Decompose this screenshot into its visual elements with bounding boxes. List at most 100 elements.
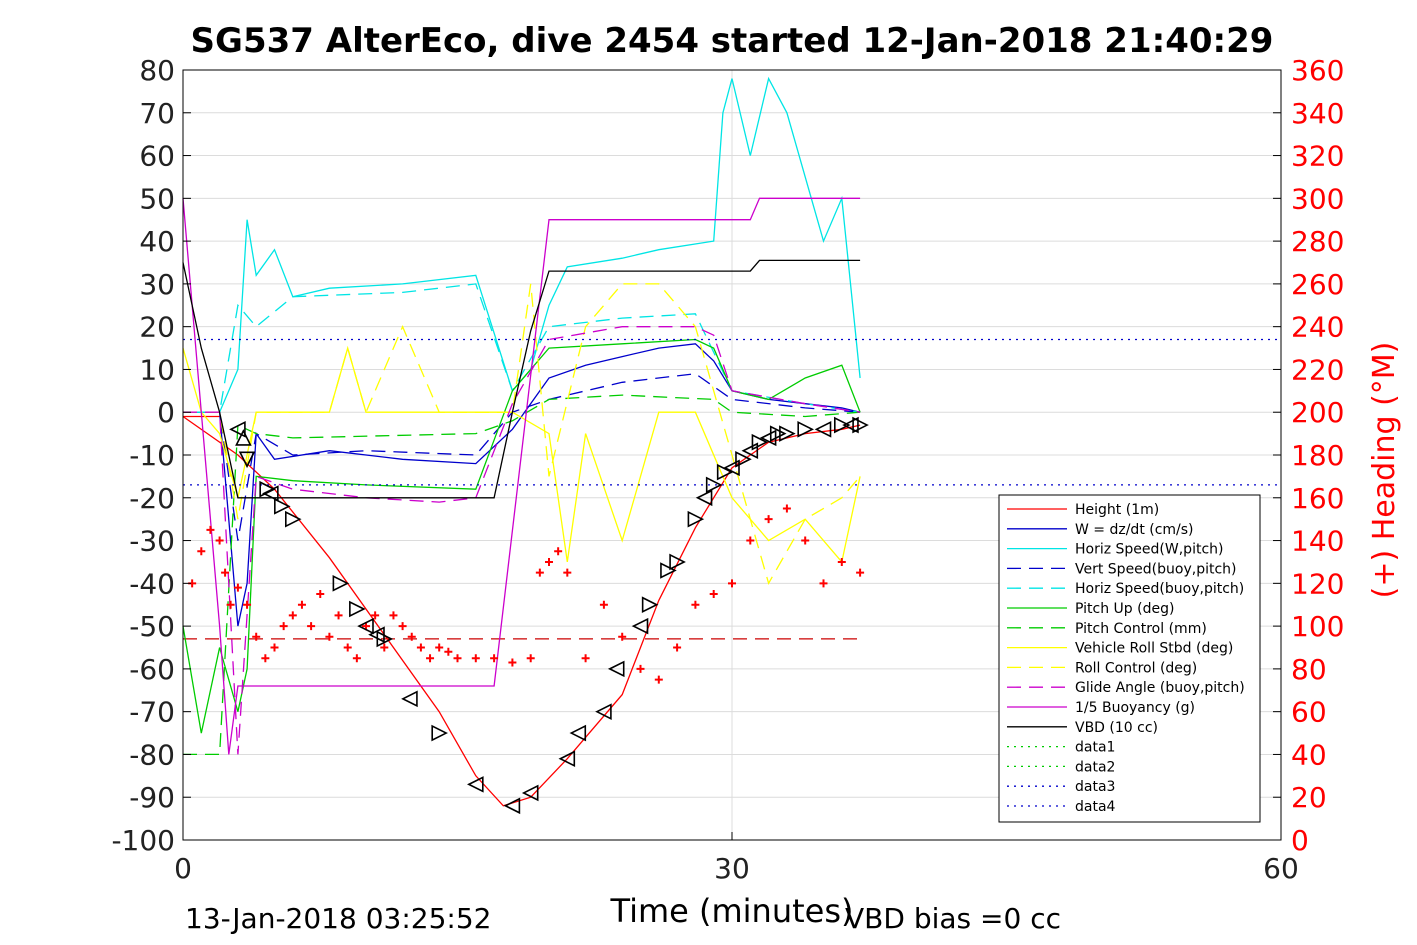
glider-marker [431, 724, 448, 742]
glider-marker [751, 433, 769, 451]
heading-point [297, 600, 306, 609]
y-tick-label: -100 [111, 824, 175, 857]
glider-marker [376, 630, 394, 648]
y2-tick-label: 160 [1291, 482, 1344, 515]
heading-point [215, 536, 224, 545]
glider-marker [503, 797, 521, 815]
glider-marker [797, 421, 814, 438]
heading-point [206, 525, 215, 534]
glider-marker [660, 562, 677, 579]
glider-marker [569, 724, 587, 742]
y2-tick-label: 260 [1291, 268, 1344, 301]
heading-point [819, 579, 828, 588]
heading-point [636, 664, 645, 673]
heading-point [243, 600, 252, 609]
legend-item: data1 [1075, 740, 1115, 756]
y2-tick-label: 20 [1291, 781, 1327, 814]
glider-marker [852, 416, 869, 434]
heading-point [508, 658, 517, 667]
y2-tick-label: 320 [1291, 140, 1344, 173]
y-tick-label: 20 [139, 311, 175, 344]
legend-item: Vert Speed(buoy,pitch) [1075, 561, 1237, 577]
glider-marker [741, 442, 759, 460]
glider-marker [735, 450, 752, 468]
glider-marker [558, 750, 576, 768]
glider-marker [274, 498, 291, 515]
y-tick-label: -30 [129, 525, 175, 558]
x-tick-label: 0 [174, 852, 192, 885]
heading-point [535, 568, 544, 577]
legend-item: 1/5 Buoyancy (g) [1075, 700, 1195, 716]
heading-point [371, 611, 380, 620]
y2-axis-label: (+) Heading (°M) [1367, 342, 1402, 599]
glider-marker [357, 617, 374, 635]
legend-item: data4 [1075, 799, 1116, 815]
glider-marker [705, 476, 723, 494]
legend: Height (1m) W = dz/dt (cm/s) Horiz Speed(W… [998, 494, 1261, 823]
legend-item: Pitch Control (mm) [1075, 621, 1207, 637]
y-tick-label: 80 [139, 54, 175, 87]
glider-marker [834, 416, 851, 434]
glider-marker [695, 489, 713, 507]
y-tick-label: 60 [139, 140, 175, 173]
heading-point [545, 557, 553, 566]
heading-point [270, 643, 279, 652]
y2-tick-label: 360 [1291, 54, 1344, 87]
glider-marker [779, 425, 796, 442]
chart-title: SG537 AlterEco, dive 2454 started 12-Jan… [191, 21, 1274, 61]
legend-item: Vehicle Roll Stbd (deg) [1075, 641, 1233, 657]
y2-tick-label: 60 [1291, 696, 1327, 729]
y2-tick-label: 280 [1291, 225, 1344, 258]
heading-point [746, 536, 755, 545]
glider-marker [595, 703, 612, 720]
y-tick-label: -40 [129, 567, 175, 600]
glider-marker [607, 660, 625, 678]
glider-marker [238, 451, 256, 469]
y-tick-label: 50 [139, 182, 175, 215]
heading-point [226, 600, 235, 609]
heading-point [261, 654, 270, 663]
y-tick-label: 30 [139, 268, 175, 301]
legend-item: Roll Control (deg) [1075, 660, 1197, 676]
x-axis-label: Time (minutes) [610, 892, 854, 930]
glider-marker [401, 690, 418, 708]
heading-point [279, 622, 288, 631]
y2-tick-label: 200 [1291, 396, 1344, 429]
y2-tick-label: 300 [1291, 182, 1344, 215]
y-tick-label: -90 [129, 781, 175, 814]
right-ticks: 0 20 40 60 80 100 120 140 160 180 200 220 240 260 280 3… [1273, 54, 1344, 857]
heading-point [307, 622, 316, 631]
heading-point [453, 654, 462, 663]
heading-point [618, 632, 627, 641]
legend-item: W = dz/dt (cm/s) [1075, 522, 1194, 538]
heading-point [599, 600, 608, 609]
glider-marker [716, 463, 734, 481]
glider-marker [723, 459, 740, 477]
legend-item: Horiz Speed(W,pitch) [1075, 542, 1223, 558]
x-tick-label: 30 [714, 852, 750, 885]
legend-item: data2 [1075, 759, 1115, 775]
legend-item: Horiz Speed(buoy,pitch) [1075, 581, 1244, 597]
heading-point [691, 600, 700, 609]
heading-point [426, 654, 435, 663]
glider-marker [262, 485, 279, 502]
y2-tick-label: 220 [1291, 353, 1344, 386]
y2-tick-label: 180 [1291, 439, 1344, 472]
legend-item: Pitch Up (deg) [1075, 601, 1174, 617]
glider-marker [814, 421, 832, 438]
heading-point [554, 547, 563, 556]
legend-item: VBD (10 cc) [1075, 720, 1158, 736]
glider-marker [229, 421, 246, 438]
heading-point [380, 643, 389, 652]
heading-point [343, 643, 352, 652]
y-tick-label: 70 [139, 97, 175, 130]
series-line [182, 338, 861, 734]
heading-point [435, 643, 444, 652]
y-tick-label: -50 [129, 610, 175, 643]
heading-point [764, 515, 773, 524]
heading-point [416, 643, 425, 652]
heading-point [407, 632, 416, 641]
legend-item: Glide Angle (buoy,pitch) [1075, 680, 1245, 696]
heading-point [197, 547, 206, 556]
